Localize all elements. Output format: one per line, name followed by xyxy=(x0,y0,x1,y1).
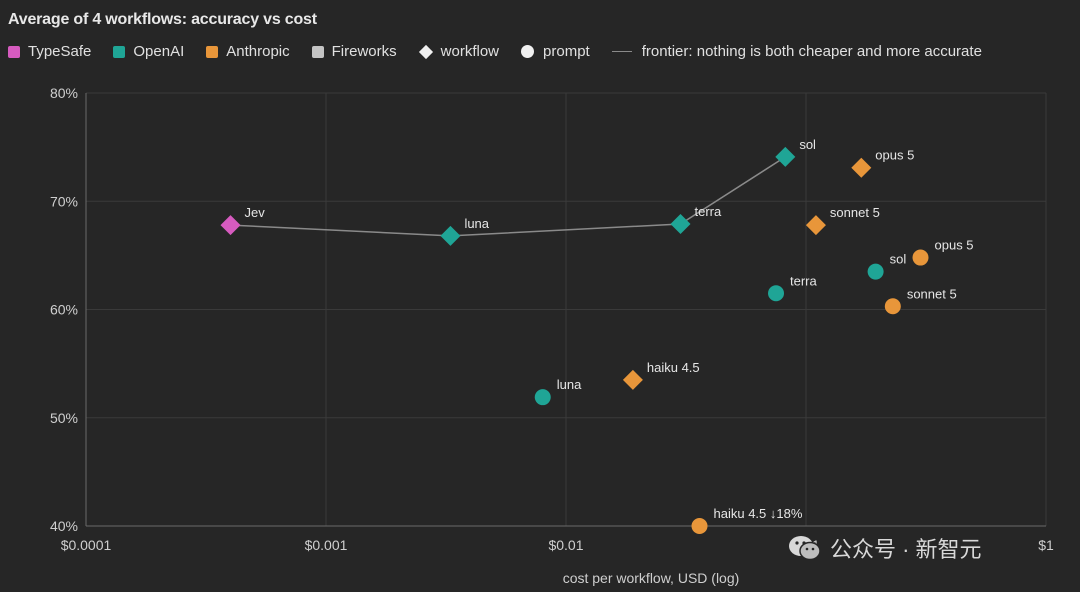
chart-title: Average of 4 workflows: accuracy vs cost xyxy=(8,11,317,28)
point-prompt-opus-5 xyxy=(912,249,929,266)
legend-swatch-openai xyxy=(113,45,126,58)
point-label-opus-5: opus 5 xyxy=(875,148,914,163)
legend-label-openai: OpenAI xyxy=(133,43,185,60)
point-label-sonnet-5: sonnet 5 xyxy=(830,205,880,220)
legend-label-prompt: prompt xyxy=(543,43,590,60)
point-workflow-sonnet-5 xyxy=(805,215,826,236)
x-tick-label: $0.01 xyxy=(548,537,583,553)
legend-label-anthropic: Anthropic xyxy=(226,43,290,60)
y-tick-label: 40% xyxy=(50,518,78,534)
chart-legend: TypeSafe OpenAI Anthropic Fireworks work… xyxy=(8,43,1004,60)
point-label-haiku-4-5-18-: haiku 4.5 ↓18% xyxy=(714,506,803,521)
point-label-terra: terra xyxy=(695,204,723,219)
point-prompt-terra xyxy=(768,285,785,302)
legend-label-frontier: frontier: nothing is both cheaper and mo… xyxy=(641,43,982,60)
point-prompt-sonnet-5 xyxy=(884,298,901,315)
point-workflow-luna xyxy=(440,225,461,246)
legend-item-workflow: workflow xyxy=(418,43,500,60)
legend-swatch-anthropic xyxy=(206,45,219,58)
legend-swatch-fireworks xyxy=(311,45,324,58)
watermark-text: 公众号 · 新智元 xyxy=(830,537,982,562)
point-label-jev: Jev xyxy=(244,205,265,220)
point-workflow-sol xyxy=(775,146,796,167)
y-tick-label: 70% xyxy=(50,193,78,209)
legend-item-anthropic: Anthropic xyxy=(206,43,290,60)
legend-label-workflow: workflow xyxy=(440,43,500,60)
legend-item-prompt: prompt xyxy=(521,43,590,60)
point-workflow-jev xyxy=(220,215,241,236)
wechat-icon xyxy=(788,534,822,562)
frontier-line xyxy=(230,156,786,237)
legend-item-fireworks: Fireworks xyxy=(311,43,397,60)
legend-swatch-typesafe xyxy=(8,45,20,58)
point-prompt-sol xyxy=(867,263,884,280)
point-label-sol: sol xyxy=(890,252,907,267)
legend-item-openai: OpenAI xyxy=(113,43,184,60)
point-label-haiku-4-5: haiku 4.5 xyxy=(647,360,700,375)
x-tick-label: $1 xyxy=(1038,537,1054,553)
point-workflow-terra xyxy=(670,213,691,234)
y-tick-label: 60% xyxy=(50,302,78,318)
point-label-terra: terra xyxy=(790,273,818,288)
legend-label-typesafe: TypeSafe xyxy=(28,43,92,60)
legend-item-frontier: frontier: nothing is both cheaper and mo… xyxy=(611,43,982,60)
point-prompt-haiku-4-5-18- xyxy=(691,518,708,534)
point-prompt-luna xyxy=(534,389,551,406)
line-icon xyxy=(611,51,632,52)
legend-label-fireworks: Fireworks xyxy=(331,43,397,60)
point-label-luna: luna xyxy=(557,377,582,392)
watermark: 公众号 · 新智元 xyxy=(788,532,982,564)
point-workflow-opus-5 xyxy=(851,157,872,178)
point-workflow-haiku-4-5 xyxy=(622,369,643,390)
x-tick-label: $0.001 xyxy=(305,537,348,553)
point-label-sol: sol xyxy=(799,137,816,152)
point-label-sonnet-5: sonnet 5 xyxy=(907,286,957,301)
x-axis-label: cost per workflow, USD (log) xyxy=(563,570,740,586)
legend-item-typesafe: TypeSafe xyxy=(8,43,91,60)
y-tick-label: 80% xyxy=(50,85,78,101)
x-tick-label: $0.0001 xyxy=(61,537,112,553)
point-label-luna: luna xyxy=(464,216,489,231)
point-label-opus-5: opus 5 xyxy=(935,238,974,253)
y-tick-label: 50% xyxy=(50,410,78,426)
circle-icon xyxy=(521,45,535,58)
